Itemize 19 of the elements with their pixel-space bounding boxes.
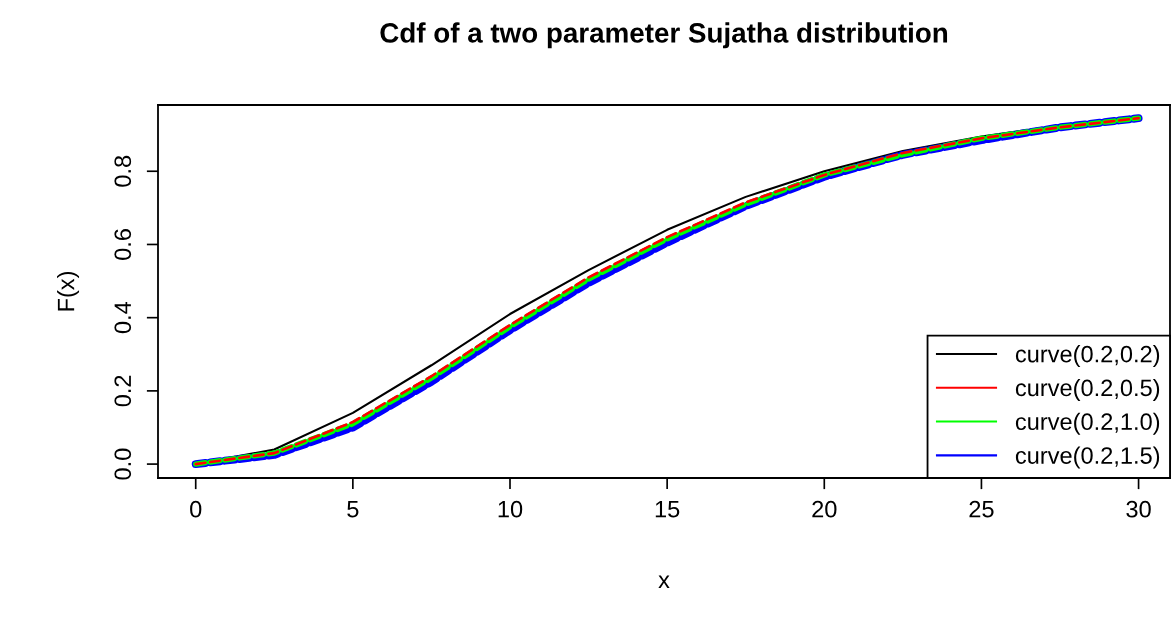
x-axis-title: x <box>658 575 670 588</box>
y-tick-label: 0.4 <box>114 301 132 334</box>
y-axis-title: F(x) <box>57 271 80 311</box>
legend-label: curve(0.2,0.2) <box>1015 345 1160 368</box>
x-tick-label: 30 <box>1126 500 1151 518</box>
legend-label: curve(0.2,1.5) <box>1015 446 1160 469</box>
chart-title: Cdf of a two parameter Sujatha distribution <box>380 22 948 49</box>
x-tick-label: 25 <box>969 500 994 518</box>
legend-label: curve(0.2,1.0) <box>1015 412 1160 435</box>
y-tick-label: 0.2 <box>114 375 132 407</box>
x-tick-label: 15 <box>655 501 680 518</box>
legend-label: curve(0.2,0.5) <box>1015 378 1160 401</box>
y-tick-label: 0.0 <box>114 448 132 480</box>
y-tick-label: 0.8 <box>114 155 132 187</box>
x-tick-label: 10 <box>498 500 523 518</box>
x-tick-label: 5 <box>347 501 359 518</box>
x-tick-label: 20 <box>812 500 837 518</box>
y-tick-label: 0.6 <box>114 229 132 260</box>
x-tick-label: 0 <box>190 500 202 518</box>
